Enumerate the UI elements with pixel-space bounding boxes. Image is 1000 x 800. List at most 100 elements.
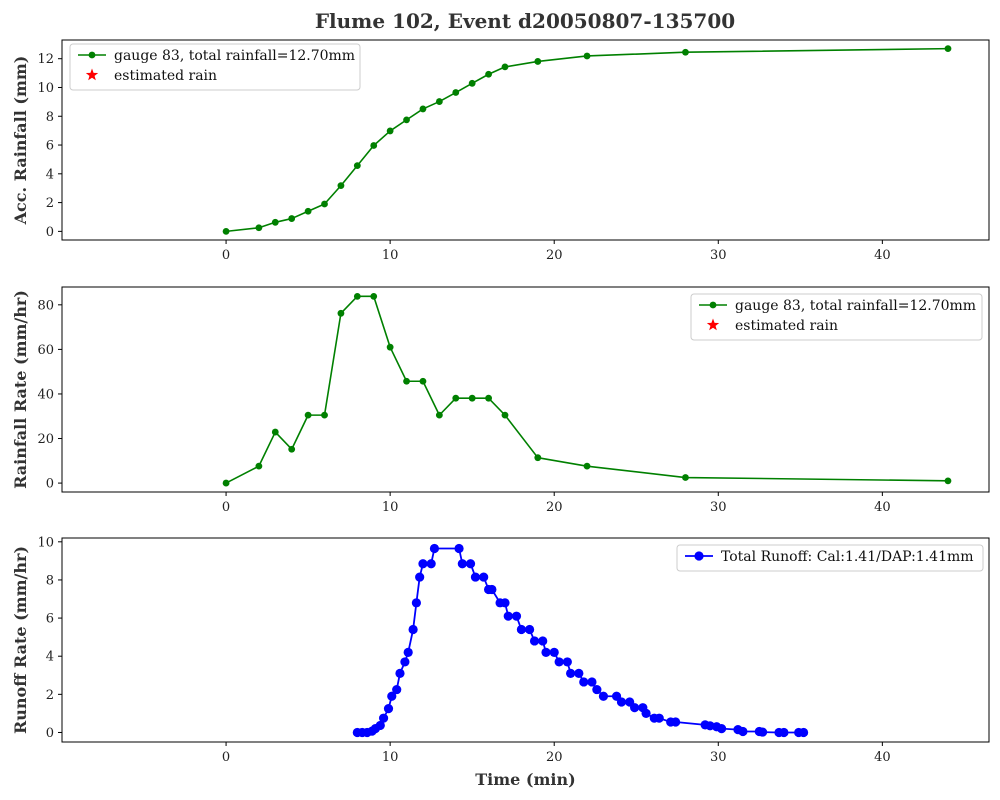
- figure-title: Flume 102, Event d20050807-135700: [315, 9, 735, 33]
- x-tick-label: 30: [710, 248, 727, 263]
- legend-label: gauge 83, total rainfall=12.70mm: [114, 48, 355, 64]
- data-point: [418, 559, 428, 569]
- data-point: [671, 717, 681, 727]
- data-point: [337, 309, 345, 317]
- data-point: [500, 598, 510, 608]
- data-point: [501, 63, 509, 71]
- data-point: [353, 162, 361, 170]
- legend: gauge 83, total rainfall=12.70mm estimate…: [69, 43, 361, 91]
- data-point: [592, 684, 602, 695]
- data-point: [944, 45, 952, 53]
- legend: Total Runoff: Cal:1.41/DAP:1.41mm: [676, 544, 984, 572]
- data-point: [386, 343, 394, 351]
- data-point: [304, 411, 312, 419]
- y-tick-label: 0: [46, 225, 54, 240]
- data-point: [222, 479, 230, 487]
- data-point: [419, 105, 427, 113]
- data-point: [255, 224, 263, 232]
- x-axis-label: Time (min): [475, 770, 575, 789]
- data-point: [271, 218, 279, 226]
- data-point: [452, 89, 460, 96]
- data-point: [435, 411, 443, 419]
- x-tick-label: 20: [546, 248, 563, 263]
- y-tick-label: 8: [46, 110, 54, 125]
- data-point: [566, 668, 576, 678]
- data-point: [353, 292, 361, 300]
- y-tick-label: 6: [46, 139, 54, 154]
- data-point: [534, 454, 542, 462]
- y-tick-label: 4: [46, 650, 54, 665]
- data-point: [288, 215, 296, 222]
- y-tick-label: 0: [46, 726, 54, 741]
- subplot-3: 0 10 20 30 40 0 2 4 6 8 10 Runoff Rate (mm/hr) Time …: [11, 535, 990, 789]
- data-point: [468, 394, 476, 402]
- plot-frame: [61, 286, 990, 493]
- data-point: [370, 142, 378, 149]
- data-point: [682, 474, 689, 481]
- y-tick-label: 0: [46, 477, 54, 492]
- data-point: [485, 394, 492, 402]
- x-tick-label: 20: [546, 750, 563, 765]
- data-point: [630, 703, 640, 713]
- data-point: [583, 462, 591, 470]
- subplot-1: 0 10 20 30 40 0 2 4 6 8 10 12 Acc. Rainfall (mm) gaug…: [11, 39, 990, 263]
- data-point: [387, 691, 397, 701]
- subplot-2: 0 10 20 30 40 0 20 40 60 80 Rainfall Rate (mm/hr) g…: [11, 286, 990, 515]
- data-point: [403, 116, 410, 124]
- legend: gauge 83, total rainfall=12.70mm estimate…: [690, 293, 983, 341]
- y-tick-label: 20: [37, 432, 54, 447]
- x-tick-label: 0: [222, 248, 230, 263]
- legend-star-marker: [85, 68, 99, 81]
- data-point: [400, 657, 410, 667]
- legend-label: estimated rain: [735, 318, 838, 334]
- x-tick-label: 40: [874, 750, 891, 765]
- x-tick-label: 10: [382, 500, 399, 515]
- data-point: [574, 668, 584, 678]
- data-point: [222, 227, 230, 235]
- data-point: [485, 70, 492, 78]
- x-tick-label: 0: [222, 750, 230, 765]
- legend-marker: [88, 51, 96, 59]
- legend-label: gauge 83, total rainfall=12.70mm: [735, 298, 976, 314]
- data-point: [525, 624, 535, 635]
- x-tick-label: 0: [222, 500, 230, 515]
- data-point: [598, 691, 609, 701]
- data-point: [757, 727, 768, 737]
- data-point: [403, 377, 410, 385]
- data-point: [378, 713, 389, 723]
- data-point: [587, 677, 597, 687]
- x-tick-label: 30: [710, 750, 727, 765]
- x-tick-label: 40: [874, 248, 891, 263]
- legend-box: [676, 544, 984, 572]
- legend-marker: [709, 301, 717, 309]
- data-point: [383, 704, 394, 714]
- data-point: [408, 624, 418, 635]
- data-point: [501, 411, 509, 419]
- legend-marker: [694, 551, 704, 561]
- data-point: [321, 411, 328, 419]
- x-tick-label: 20: [546, 500, 563, 515]
- y-tick-label: 6: [46, 612, 54, 627]
- data-point: [454, 543, 464, 554]
- y-tick-label: 2: [46, 688, 54, 703]
- y-axis-label: Acc. Rainfall (mm): [11, 56, 30, 226]
- data-point: [457, 559, 467, 569]
- data-point: [534, 58, 542, 65]
- data-point: [337, 182, 345, 190]
- data-point: [487, 584, 497, 595]
- data-point: [583, 52, 591, 60]
- y-axis-label: Runoff Rate (mm/hr): [11, 546, 30, 734]
- legend-star-marker: [706, 318, 720, 331]
- data-point: [616, 697, 627, 707]
- legend-label: estimated rain: [114, 68, 217, 84]
- legend-box: [69, 43, 361, 91]
- plot-frame: [61, 39, 990, 241]
- x-tick-label: 10: [382, 248, 399, 263]
- data-point: [403, 647, 413, 657]
- y-axis-label: Rainfall Rate (mm/hr): [11, 290, 30, 489]
- data-point: [511, 611, 522, 621]
- data-point: [419, 377, 427, 385]
- data-point: [386, 127, 394, 135]
- y-tick-label: 8: [46, 573, 54, 588]
